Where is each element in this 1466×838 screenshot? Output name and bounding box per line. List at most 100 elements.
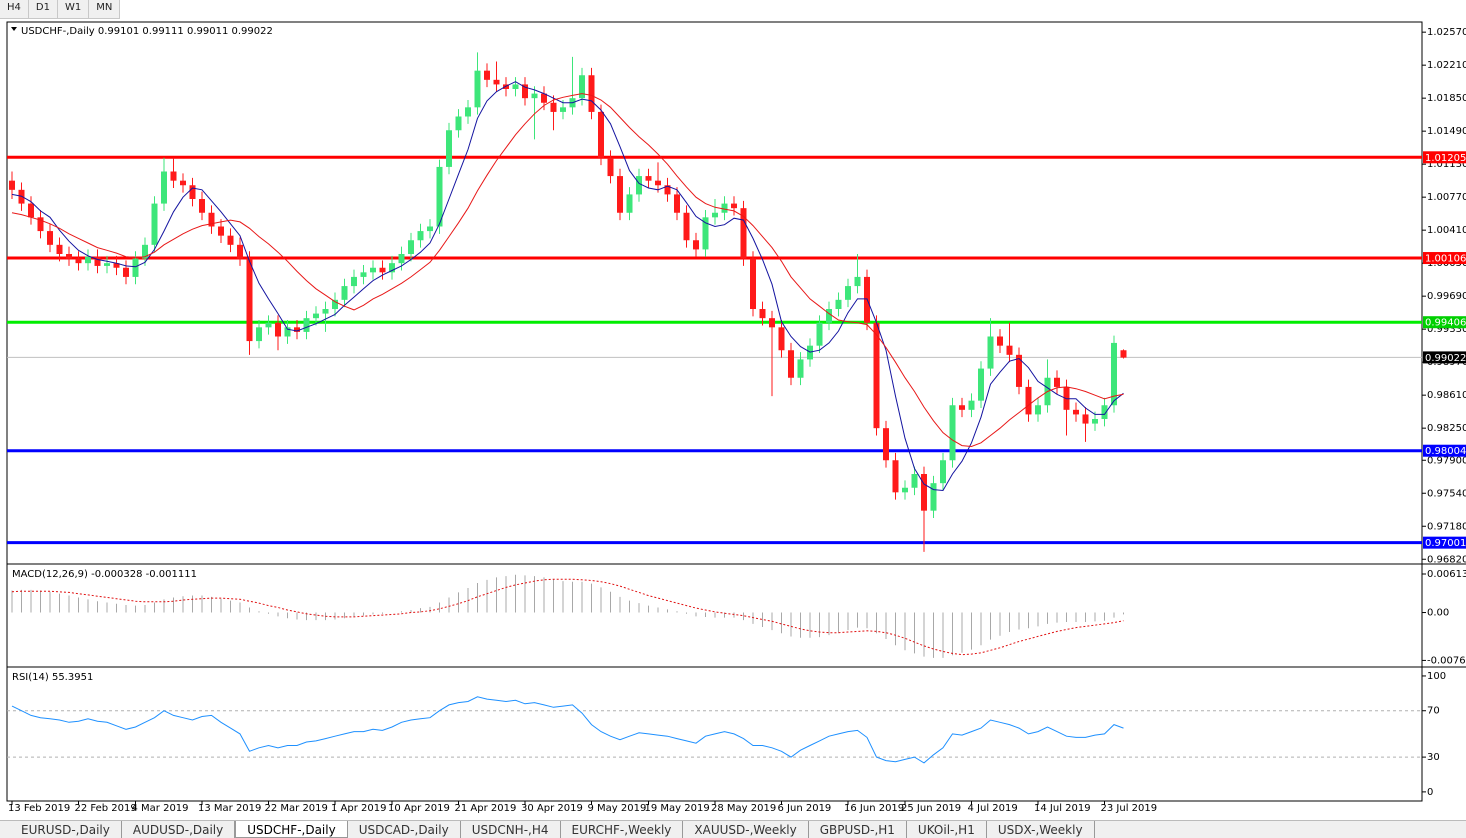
symbol-tab[interactable]: AUDUSD-,Daily bbox=[122, 821, 236, 838]
candle-body bbox=[132, 258, 139, 277]
candle-body bbox=[607, 157, 614, 177]
candle-body bbox=[645, 176, 652, 181]
candle-body bbox=[436, 166, 443, 227]
timeframe-button[interactable]: H4 bbox=[0, 0, 29, 18]
timeframe-button[interactable]: MN bbox=[89, 0, 121, 18]
candle-body bbox=[721, 203, 728, 213]
candle-body bbox=[189, 185, 196, 199]
candle-body bbox=[123, 267, 129, 277]
candle-body bbox=[816, 322, 823, 346]
candle-body bbox=[265, 322, 272, 328]
candle-body bbox=[693, 240, 699, 250]
x-tick-label: 13 Feb 2019 bbox=[8, 803, 70, 814]
candle-body bbox=[655, 180, 661, 186]
candle-body bbox=[674, 194, 680, 213]
candle-body bbox=[978, 368, 984, 401]
candle-body bbox=[360, 272, 367, 277]
level-label-box bbox=[1423, 444, 1466, 457]
candle-body bbox=[208, 212, 215, 227]
candle-body bbox=[199, 199, 205, 213]
symbol-tab[interactable]: UKOil-,H1 bbox=[907, 821, 987, 838]
candle-body bbox=[731, 203, 737, 209]
candle-body bbox=[911, 474, 918, 488]
candle-body bbox=[370, 267, 376, 273]
timeframe-button[interactable]: W1 bbox=[58, 0, 90, 18]
candle-body bbox=[256, 327, 262, 342]
candle-body bbox=[788, 350, 794, 378]
candle-body bbox=[313, 313, 319, 319]
y-tick-label: 1.01490 bbox=[1427, 126, 1466, 137]
y-tick-label: 1.02210 bbox=[1427, 60, 1466, 71]
candle-body bbox=[626, 194, 633, 213]
candle-body bbox=[37, 217, 44, 232]
level-label-box bbox=[1423, 252, 1466, 265]
candle-body bbox=[588, 75, 595, 112]
last-price-label-box bbox=[1423, 351, 1466, 364]
candle-body bbox=[351, 276, 357, 287]
candle-body bbox=[341, 286, 348, 300]
symbol-tab[interactable]: USDCNH-,H4 bbox=[461, 821, 561, 838]
candle-body bbox=[835, 299, 842, 309]
candle-body bbox=[322, 309, 329, 314]
candle-body bbox=[550, 102, 557, 112]
y-tick-label: 0.97900 bbox=[1427, 455, 1466, 466]
candle-body bbox=[987, 336, 994, 369]
candle-body bbox=[161, 171, 167, 204]
candle-body bbox=[560, 107, 566, 112]
candle-body bbox=[949, 405, 956, 461]
candle-body bbox=[1025, 386, 1032, 415]
x-tick-label: 14 Jul 2019 bbox=[1034, 803, 1091, 814]
x-tick-label: 1 Apr 2019 bbox=[331, 803, 386, 814]
level-label: 0.98004 bbox=[1425, 446, 1466, 457]
chart-title: USDCHF-,Daily 0.99101 0.99111 0.99011 0.… bbox=[21, 26, 273, 37]
candle-body bbox=[85, 256, 91, 264]
candle-body bbox=[930, 483, 937, 511]
level-label: 0.99406 bbox=[1425, 318, 1466, 329]
candle-body bbox=[968, 400, 975, 410]
candle-body bbox=[845, 286, 851, 300]
candle-body bbox=[94, 256, 101, 266]
symbol-tab[interactable]: XAUUSD-,Weekly bbox=[683, 821, 809, 838]
x-tick-label: 22 Feb 2019 bbox=[75, 803, 137, 814]
candle-body bbox=[750, 258, 756, 309]
symbol-tab[interactable]: EURUSD-,Daily bbox=[10, 821, 122, 838]
candle-body bbox=[275, 322, 281, 337]
level-label: 1.01205 bbox=[1425, 153, 1466, 164]
y-tick-label: 1.01130 bbox=[1427, 159, 1466, 170]
candle-body bbox=[484, 70, 490, 80]
y-tick-label: 70 bbox=[1427, 706, 1440, 717]
timeframe-button[interactable]: D1 bbox=[29, 0, 58, 18]
candle-body bbox=[740, 208, 747, 259]
candle-body bbox=[56, 244, 63, 254]
candle-body bbox=[446, 130, 452, 167]
candle-body bbox=[303, 318, 310, 332]
symbol-tab[interactable]: USDX-,Weekly bbox=[987, 821, 1095, 838]
candle-body bbox=[1082, 414, 1089, 424]
x-tick-label: 13 Mar 2019 bbox=[198, 803, 261, 814]
y-tick-label: 0.98610 bbox=[1427, 390, 1466, 401]
candle-body bbox=[778, 327, 785, 351]
symbol-tab[interactable]: USDCAD-,Daily bbox=[348, 821, 461, 838]
candle-body bbox=[294, 327, 300, 332]
symbol-tab[interactable]: EURCHF-,Weekly bbox=[561, 821, 684, 838]
x-tick-label: 10 Apr 2019 bbox=[388, 803, 450, 814]
y-tick-label: 1.00410 bbox=[1427, 225, 1466, 236]
candle-body bbox=[9, 180, 15, 190]
candle-body bbox=[664, 185, 671, 195]
candle-body bbox=[1016, 354, 1022, 387]
candle-body bbox=[465, 107, 471, 117]
y-tick-label: 1.02570 bbox=[1427, 27, 1466, 38]
symbol-tab[interactable]: GBPUSD-,H1 bbox=[809, 821, 907, 838]
candle-body bbox=[180, 180, 186, 186]
candle-body bbox=[997, 336, 1003, 346]
y-tick-label: 0.98250 bbox=[1427, 423, 1466, 434]
candle-body bbox=[617, 176, 623, 213]
candle-body bbox=[427, 226, 433, 232]
x-tick-label: 9 May 2019 bbox=[588, 803, 647, 814]
candle-body bbox=[493, 79, 500, 85]
symbol-tab[interactable]: USDCHF-,Daily bbox=[235, 821, 348, 838]
candle-body bbox=[826, 309, 832, 323]
y-tick-label: -0.007612 bbox=[1427, 655, 1466, 666]
candle-body bbox=[940, 460, 946, 484]
